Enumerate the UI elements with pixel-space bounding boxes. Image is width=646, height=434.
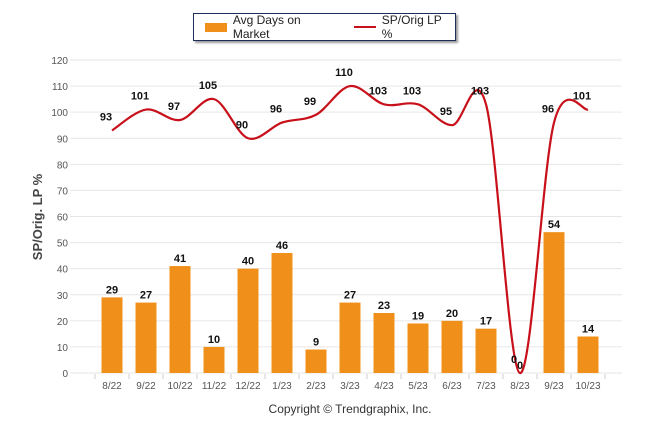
bar: [339, 302, 361, 373]
bar-data-label: 9: [313, 337, 319, 349]
x-tick-label: 4/23: [374, 381, 394, 392]
bar: [441, 320, 463, 373]
bar: [135, 302, 157, 373]
bar: [407, 323, 429, 373]
y-tick-label: 10: [57, 343, 69, 354]
y-tick-label: 0: [62, 369, 68, 380]
y-tick-label: 120: [51, 56, 68, 67]
y-tick-label: 90: [57, 134, 69, 145]
bar: [475, 328, 497, 373]
legend-swatch-bar: [205, 22, 227, 32]
y-axis-title: SP/Orig. LP %: [30, 173, 45, 260]
copyright: Copyright © Trendgraphix, Inc.: [268, 402, 432, 416]
x-tick-label: 8/22: [102, 381, 122, 392]
x-tick-label: 8/23: [510, 381, 530, 392]
y-tick-label: 110: [52, 82, 68, 93]
y-tick-label: 70: [57, 186, 69, 197]
bar-data-label: 0: [517, 360, 523, 372]
y-tick-label: 30: [57, 291, 69, 302]
legend-label-line: SP/Orig LP %: [381, 13, 442, 41]
bar-data-label: 46: [276, 240, 288, 252]
bar-data-label: 40: [242, 256, 254, 268]
bar-data-label: 20: [446, 308, 458, 320]
bar: [203, 346, 225, 373]
bar: [101, 297, 123, 373]
bar-data-label: 19: [412, 310, 424, 322]
x-tick-label: 7/23: [476, 381, 496, 392]
bar-data-label: 23: [378, 300, 390, 312]
line-series: [111, 84, 589, 375]
line-data-label: 96: [270, 104, 282, 116]
line-data-label: 101: [573, 91, 591, 103]
bar-data-label: 54: [548, 219, 561, 231]
y-tick-label: 80: [57, 160, 69, 171]
x-tick-label: 12/22: [235, 381, 260, 392]
line-data-label: 105: [199, 80, 217, 92]
x-tick-label: 11/22: [202, 381, 227, 392]
x-tick-label: 2/23: [306, 381, 326, 392]
bar: [577, 336, 599, 373]
y-tick-label: 50: [57, 239, 69, 250]
y-tick-label: 20: [57, 317, 69, 328]
bar-data-label: 41: [174, 253, 186, 265]
line-data-label: 99: [304, 96, 316, 108]
line-data-label: 90: [236, 119, 248, 131]
x-tick-label: 3/23: [340, 381, 360, 392]
y-tick-label: 40: [57, 265, 69, 276]
x-tick-label: 10/22: [167, 381, 192, 392]
legend: Avg Days on Market SP/Orig LP %: [193, 13, 456, 41]
line-data-label: 96: [542, 104, 554, 116]
x-tick-label: 9/22: [136, 381, 156, 392]
bar-data-label: 29: [106, 284, 118, 296]
bar-data-label: 27: [344, 290, 356, 302]
x-tick-label: 1/23: [272, 381, 292, 392]
bar-data-label: 17: [480, 316, 492, 328]
line-data-label: 97: [168, 101, 180, 113]
line-data-label: 110: [335, 67, 353, 79]
x-tick-label: 6/23: [442, 381, 462, 392]
bar: [543, 232, 565, 373]
bar: [237, 268, 259, 373]
line-data-label: 103: [369, 85, 387, 97]
bar-data-label: 10: [208, 334, 220, 346]
x-tick-label: 10/23: [575, 381, 600, 392]
x-tick-label: 9/23: [544, 381, 564, 392]
bar: [305, 349, 327, 373]
line-data-label: 0: [511, 354, 517, 366]
line-data-label: 101: [131, 91, 149, 103]
y-tick-label: 100: [51, 108, 68, 119]
y-tick-label: 60: [57, 213, 69, 224]
bar-data-label: 27: [140, 290, 152, 302]
bar: [373, 313, 395, 373]
line-data-label: 93: [100, 111, 112, 123]
bar-data-label: 14: [582, 323, 595, 335]
bar: [271, 253, 293, 373]
line-data-label: 103: [403, 85, 421, 97]
line-data-label: 103: [471, 85, 489, 97]
legend-swatch-line: [353, 26, 376, 28]
x-tick-label: 5/23: [408, 381, 428, 392]
line-data-label: 95: [440, 106, 452, 118]
legend-label-bar: Avg Days on Market: [232, 13, 301, 41]
bar: [169, 266, 191, 373]
